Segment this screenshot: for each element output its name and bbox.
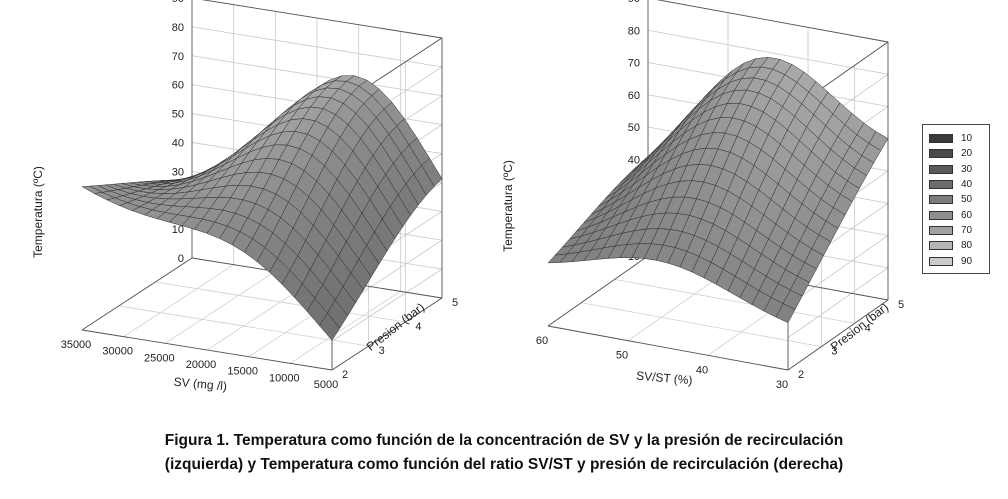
floor-gridline — [581, 302, 822, 348]
floor-gridline — [155, 281, 406, 323]
axis-box-edge — [81, 329, 333, 371]
z-tick-label: 50 — [172, 109, 184, 121]
y-tick-label: 2 — [798, 369, 804, 381]
legend-item: 20 — [929, 146, 989, 161]
axis-box-edge — [547, 325, 789, 371]
legend-item: 40 — [929, 177, 989, 192]
x-axis-label: SV (mg /l) — [173, 375, 227, 394]
z-tick-label: 90 — [628, 0, 640, 5]
legend-swatch — [929, 210, 953, 220]
legend-item: 30 — [929, 162, 989, 177]
legend-label: 50 — [961, 194, 973, 206]
legend-label: 80 — [961, 240, 973, 252]
legend-swatch — [929, 164, 953, 174]
legend-item: 80 — [929, 238, 989, 253]
legend-swatch — [929, 149, 953, 159]
legend-swatch — [929, 256, 953, 266]
legend-label: 60 — [961, 209, 973, 221]
figure-canvas: 0102030405060708090350003000025000200001… — [31, 0, 904, 393]
surface-chart-sv: 0102030405060708090350003000025000200001… — [31, 0, 458, 393]
x-tick-label: 5000 — [314, 379, 338, 391]
z-tick-label: 0 — [178, 253, 184, 265]
floor-gridline — [614, 278, 855, 324]
z-tick-label: 30 — [172, 166, 184, 178]
axis-box-edge — [81, 257, 193, 331]
floor-gridline — [123, 264, 234, 338]
z-tick-label: 80 — [172, 22, 184, 34]
legend-item: 10 — [929, 131, 989, 146]
legend-label: 70 — [961, 224, 973, 236]
legend-swatch — [929, 195, 953, 205]
x-tick-label: 60 — [536, 335, 548, 347]
z-axis-label: Temperatura (ºC) — [501, 160, 515, 252]
y-tick-label: 4 — [865, 322, 871, 334]
legend-item: 90 — [929, 253, 989, 268]
x-tick-label: 30 — [776, 379, 788, 391]
y-axis-label: Presion (bar) — [828, 300, 891, 354]
legend-item: 70 — [929, 223, 989, 238]
legend-label: 30 — [961, 163, 973, 175]
z-tick-label: 90 — [172, 0, 184, 5]
z-tick-label: 40 — [172, 137, 184, 149]
x-tick-label: 10000 — [269, 372, 300, 384]
surface-chart-svst: 102030405060708090605040302345SV/ST (%)P… — [501, 0, 904, 391]
figure-caption-line-1: Figura 1. Temperatura como función de la… — [164, 432, 844, 449]
y-tick-label: 4 — [415, 321, 421, 333]
y-tick-label: 3 — [831, 346, 837, 358]
x-tick-label: 35000 — [61, 339, 92, 351]
legend: 10 20 30 40 50 60 70 80 90 — [922, 124, 990, 274]
x-tick-label: 30000 — [102, 346, 133, 358]
floor-gridline — [165, 270, 276, 344]
legend-label: 20 — [961, 148, 973, 160]
x-axis-label: SV/ST (%) — [636, 369, 693, 388]
legend-item: 60 — [929, 207, 989, 222]
x-tick-label: 25000 — [144, 352, 175, 364]
y-tick-label: 5 — [452, 297, 458, 309]
z-tick-label: 60 — [172, 80, 184, 92]
x-tick-label: 20000 — [186, 359, 217, 371]
z-tick-label: 50 — [628, 122, 640, 134]
axis-box-edge — [656, 0, 889, 43]
z-tick-label: 40 — [628, 154, 640, 166]
legend-swatch — [929, 225, 953, 235]
axis-box-edge — [201, 0, 443, 39]
x-tick-label: 15000 — [227, 366, 258, 378]
z-tick-label: 70 — [172, 51, 184, 63]
y-tick-label: 2 — [342, 369, 348, 381]
z-tick-label: 80 — [628, 25, 640, 37]
y-tick-label: 3 — [379, 345, 385, 357]
legend-swatch — [929, 241, 953, 251]
figure-caption-line-2: (izquierda) y Temperatura como función d… — [164, 456, 844, 473]
z-tick-label: 60 — [628, 90, 640, 102]
x-tick-label: 50 — [616, 350, 628, 362]
axis-box-edge — [787, 299, 889, 371]
floor-gridline — [290, 290, 401, 364]
z-tick-label: 70 — [628, 58, 640, 70]
floor-gridline — [627, 270, 729, 341]
legend-label: 40 — [961, 179, 973, 191]
legend-swatch — [929, 180, 953, 190]
surface-cell — [775, 303, 796, 324]
legend-item: 50 — [929, 192, 989, 207]
axis-box-edge — [547, 255, 649, 327]
y-tick-label: 5 — [898, 299, 904, 311]
floor-gridline — [118, 305, 369, 347]
legend-label: 10 — [961, 133, 973, 145]
z-axis-label: Temperatura (ºC) — [31, 166, 45, 258]
legend-label: 90 — [961, 255, 973, 267]
x-tick-label: 40 — [696, 364, 708, 376]
legend-swatch — [929, 134, 953, 144]
axis-box-edge — [331, 297, 443, 371]
z-tick-label: 10 — [172, 224, 184, 236]
surface-cell — [319, 312, 341, 341]
